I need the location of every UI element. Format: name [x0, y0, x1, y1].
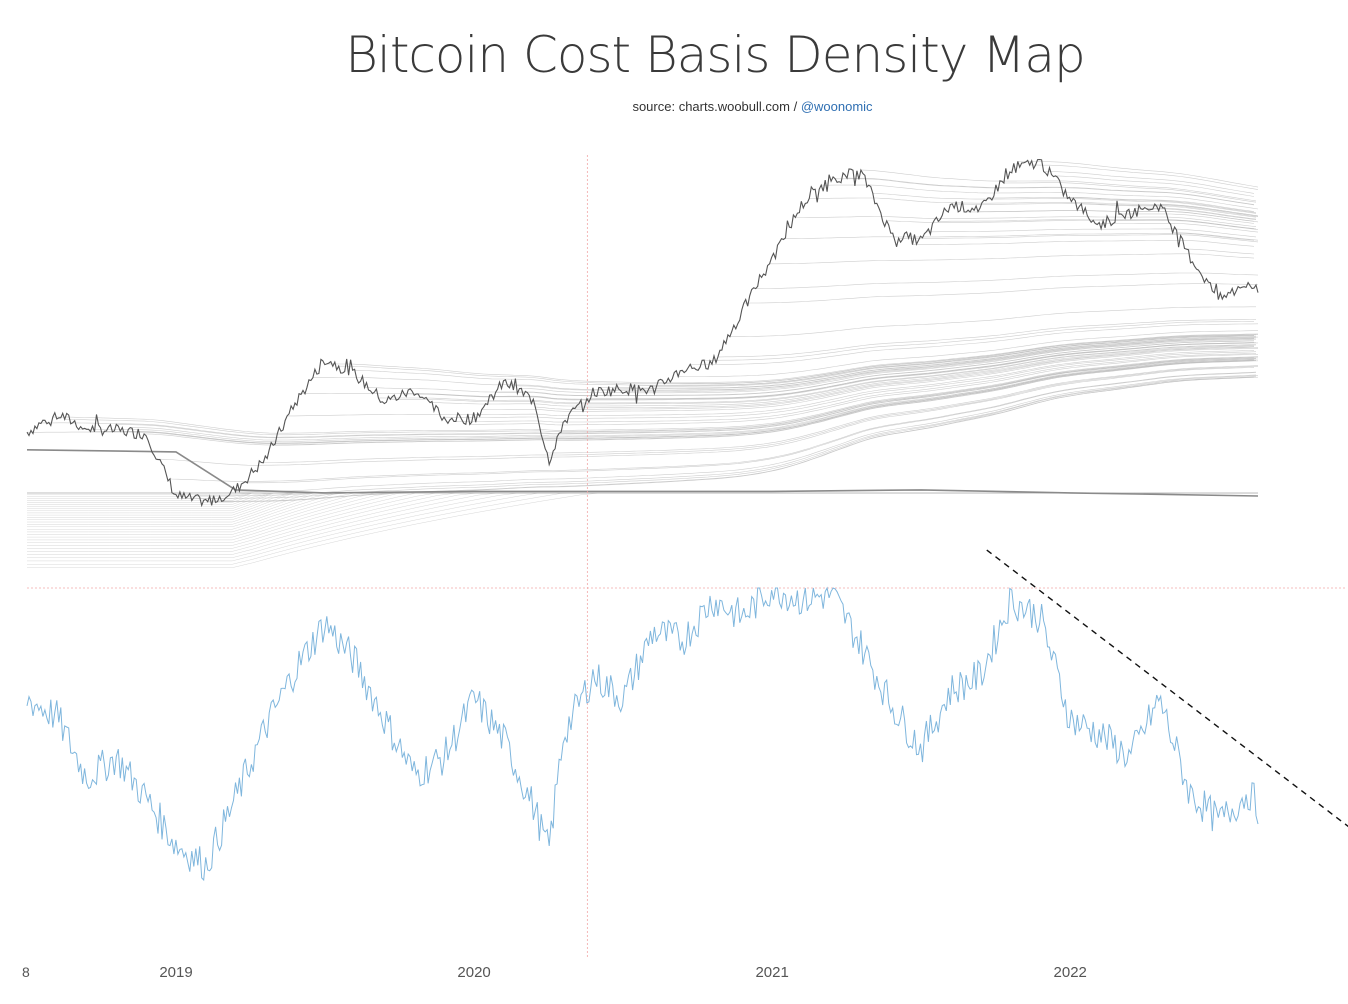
cost-basis-line	[1029, 164, 1259, 190]
cost-basis-line	[886, 220, 1259, 230]
cost-basis-line	[547, 365, 1259, 454]
cost-basis-line	[64, 356, 1259, 436]
cost-basis-line	[978, 210, 1255, 222]
cost-basis-line	[769, 253, 1255, 265]
cost-basis-line	[455, 353, 1257, 423]
cost-basis-line	[846, 177, 1255, 205]
cost-basis-line	[156, 367, 1255, 466]
cost-basis-line	[1043, 171, 1255, 194]
x-tick-label: 2019	[159, 964, 192, 981]
cost-basis-line	[52, 356, 1259, 434]
cost-basis-line	[795, 216, 1257, 227]
cost-basis-line	[235, 374, 1257, 493]
cost-basis-line	[247, 372, 1257, 484]
cost-basis-line	[835, 178, 1255, 206]
cost-basis-line	[652, 335, 1257, 387]
cost-basis-line	[586, 342, 1257, 399]
cost-basis-line	[990, 197, 1255, 212]
cost-basis-line	[1120, 213, 1255, 224]
cost-basis-line	[573, 346, 1255, 409]
cost-basis-line	[378, 344, 1257, 404]
long-term-cost-basis-line	[27, 492, 1258, 541]
cost-basis-line	[444, 351, 1257, 419]
cost-basis-line	[1109, 219, 1255, 229]
cost-basis-line	[1146, 208, 1257, 220]
long-term-cost-basis-line	[27, 492, 1258, 503]
cost-basis-line	[273, 360, 1259, 446]
long-term-cost-basis-line	[27, 492, 1258, 520]
cost-basis-line	[195, 375, 1259, 496]
cost-basis-line	[678, 330, 1258, 377]
cost-basis-line	[1160, 204, 1259, 217]
guide-lines	[27, 155, 1346, 958]
cost-basis-density-lines	[26, 161, 1259, 568]
cost-basis-line	[638, 335, 1255, 386]
cost-basis-line	[926, 228, 1257, 238]
x-tick-label: 2021	[755, 964, 788, 981]
long-term-cost-basis-line	[27, 492, 1258, 499]
oscillator-line	[26, 586, 1259, 882]
long-term-cost-basis-line	[27, 492, 1258, 535]
cost-basis-line	[1186, 248, 1255, 255]
x-tick-label: 2022	[1054, 964, 1087, 981]
cost-basis-line	[418, 342, 1255, 400]
cost-basis-line	[1081, 203, 1257, 218]
subtitle-source: source: charts.woobull.com /	[632, 99, 798, 114]
x-tick-label-edge: 8	[22, 964, 30, 980]
cost-basis-line	[326, 333, 1259, 383]
cost-basis-line	[116, 358, 1257, 439]
cost-basis-line	[872, 192, 1257, 214]
cost-basis-line	[1095, 223, 1259, 233]
cost-basis-line	[1017, 161, 1259, 188]
cost-basis-line	[664, 334, 1257, 384]
cost-basis-line	[821, 184, 1259, 210]
cost-basis-line	[561, 357, 1255, 433]
cost-basis-line	[169, 371, 1257, 482]
x-tick-label: 2020	[457, 964, 490, 981]
cost-basis-band-line	[26, 449, 1259, 497]
cost-basis-line	[521, 339, 1257, 394]
cost-basis-line	[704, 321, 1255, 361]
cost-basis-line	[612, 336, 1259, 389]
cost-basis-line	[717, 319, 1257, 358]
cost-basis-line	[1055, 175, 1255, 197]
cost-basis-line	[898, 234, 1259, 243]
dashed-trendline	[986, 549, 1348, 828]
cost-basis-line	[781, 233, 1255, 241]
long-term-cost-basis-line	[27, 492, 1258, 528]
long-term-cost-basis-line	[27, 492, 1258, 546]
cost-basis-line	[729, 306, 1256, 337]
price-line	[26, 158, 1259, 508]
cost-basis-line	[1134, 207, 1257, 220]
cost-basis-line	[104, 359, 1257, 444]
oscillator-series	[26, 586, 1259, 882]
cost-basis-line	[1003, 182, 1257, 203]
cost-basis-line	[495, 340, 1255, 397]
price-series	[26, 158, 1259, 508]
cost-basis-line	[287, 350, 1255, 417]
cost-basis-line	[430, 345, 1255, 407]
cost-basis-line	[690, 323, 1259, 365]
annotations	[986, 549, 1348, 828]
cost-basis-line	[535, 347, 1259, 410]
cost-basis-line	[507, 337, 1255, 391]
subtitle-handle-link[interactable]: @woonomic	[800, 99, 873, 114]
cost-basis-line	[261, 366, 1259, 463]
cost-basis-line	[1172, 232, 1259, 241]
cost-basis-line	[743, 283, 1259, 304]
cost-basis-line	[78, 359, 1255, 442]
cost-basis-line	[1069, 197, 1257, 213]
chart-title: Bitcoin Cost Basis Density Map	[345, 26, 1086, 84]
cost-basis-line	[912, 240, 1255, 247]
cost-basis-line	[469, 354, 1259, 426]
cost-basis-line	[130, 358, 1259, 441]
chart-subtitle: source: charts.woobull.com / @woonomic	[0, 99, 1348, 114]
cost-basis-line	[860, 169, 1257, 202]
cost-basis-line	[952, 203, 1259, 217]
cost-basis-line	[481, 348, 1259, 412]
x-axis: 8 2019 2020 2021 2022	[22, 964, 1087, 981]
cost-basis-line	[626, 338, 1255, 392]
cost-basis-line	[755, 272, 1259, 289]
